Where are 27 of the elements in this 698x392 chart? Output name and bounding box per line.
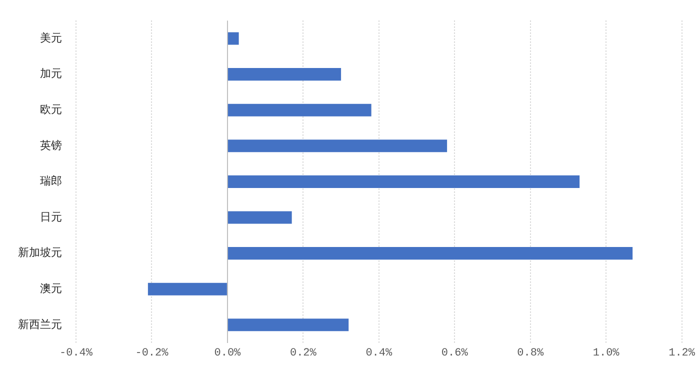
y-tick-label: 英镑 [40,138,62,152]
x-tick-label: 1.2% [668,347,696,360]
bar [228,68,342,81]
y-tick-label: 加元 [40,67,62,80]
y-tick-label: 澳元 [40,282,62,295]
bar [228,318,349,332]
y-tick-label: 欧元 [40,102,62,116]
bar [228,140,448,152]
y-tick-label: 瑞郎 [40,174,62,188]
x-tick-label: 0.6% [441,347,468,360]
bar [228,211,292,224]
x-tick-label: -0.4% [59,347,93,360]
x-tick-label: 0.8% [517,347,544,360]
x-tick-label: 1.0% [592,347,620,360]
bar [228,175,580,188]
y-tick-label: 日元 [40,210,62,224]
x-tick-label: -0.2% [135,347,169,360]
y-tick-label: 新西兰元 [18,318,62,331]
bar [228,247,633,260]
bar [228,32,239,45]
y-tick-label: 美元 [40,31,62,44]
x-tick-label: 0.2% [290,347,317,360]
bar [148,282,227,296]
x-tick-label: 0.0% [214,347,242,360]
y-tick-label: 新加坡元 [18,246,62,260]
x-tick-label: 0.4% [366,347,392,360]
bar [228,104,372,116]
